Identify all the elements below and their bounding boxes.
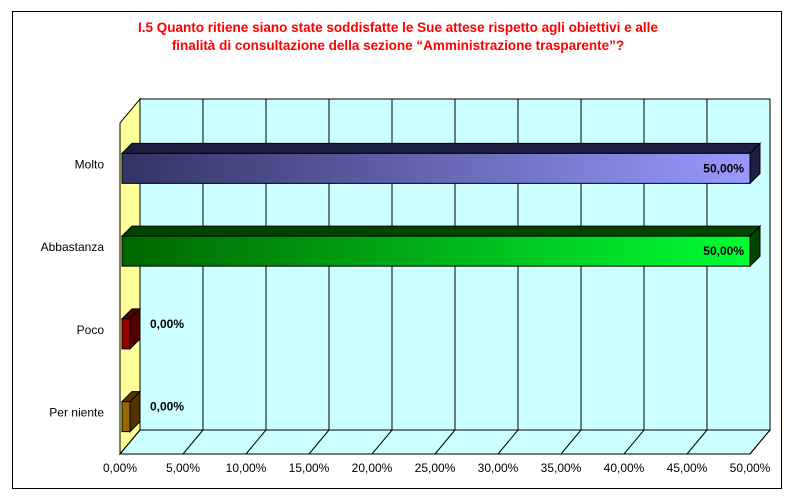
bar-top-face — [120, 225, 762, 237]
x-tick-label: 0,00% — [103, 461, 137, 475]
data-label: 0,00% — [150, 317, 184, 331]
x-tick-label: 15,00% — [289, 461, 330, 475]
bar-abbastanza — [120, 224, 762, 268]
floor-gridline — [308, 429, 330, 455]
bar-front-face — [121, 401, 131, 433]
x-tick-label: 35,00% — [541, 461, 582, 475]
x-tick-label: 30,00% — [478, 461, 519, 475]
floor-gridline — [182, 429, 204, 455]
category-label: Per niente — [49, 406, 104, 420]
floor-gridline — [623, 429, 645, 455]
x-tick-label: 25,00% — [415, 461, 456, 475]
category-label: Molto — [75, 157, 105, 171]
data-label: 50,00% — [703, 161, 744, 175]
x-tick-label: 20,00% — [352, 461, 393, 475]
bar-front-face — [121, 318, 131, 350]
floor-gridline — [371, 429, 393, 455]
x-tick-label: 5,00% — [166, 461, 200, 475]
bars — [120, 142, 762, 433]
chart-title-line-1: I.5 Quanto ritiene siano state soddisfat… — [138, 20, 658, 35]
x-tick-label: 45,00% — [667, 461, 708, 475]
labels: 0,00% 5,00% 10,00% 15,00% 20,00% 25,00% 30,00%… — [41, 157, 771, 475]
category-label: Abbastanza — [41, 240, 105, 254]
bar-top-face — [120, 142, 762, 154]
chart-title-line-2: finalità di consultazione della sezione … — [171, 38, 625, 53]
x-tick-label: 10,00% — [226, 461, 267, 475]
bar-front-face — [121, 152, 751, 184]
chart-title: I.5 Quanto ritiene siano state soddisfat… — [60, 19, 736, 55]
bar-molto — [120, 142, 762, 185]
floor-gridline — [497, 429, 519, 455]
bar-poco — [120, 307, 142, 351]
floor-gridline — [434, 429, 456, 455]
x-tick-label: 50,00% — [730, 461, 771, 475]
bar-per-niente — [120, 390, 142, 433]
category-label: Poco — [77, 323, 105, 337]
floor-gridline — [560, 429, 582, 455]
bar-front-face — [121, 235, 751, 267]
floor-gridline — [245, 429, 267, 455]
data-label: 0,00% — [150, 400, 184, 414]
x-tick-label: 40,00% — [604, 461, 645, 475]
data-label: 50,00% — [703, 244, 744, 258]
floor-gridline — [749, 429, 771, 455]
floor-gridline — [686, 429, 708, 455]
floor-gridline — [119, 429, 141, 455]
